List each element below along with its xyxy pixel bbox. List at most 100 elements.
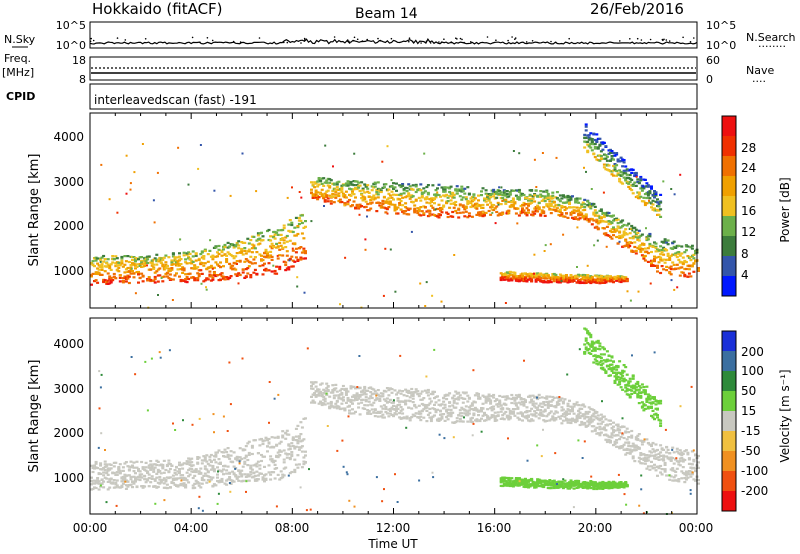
- data-cell: [272, 245, 276, 249]
- data-cell: [385, 412, 389, 415]
- data-cell: [530, 400, 534, 403]
- data-cell: [646, 442, 650, 445]
- data-cell: [188, 458, 192, 461]
- data-cell: [469, 197, 473, 200]
- data-cell: [246, 237, 250, 240]
- data-cell: [536, 408, 540, 412]
- noise-left-tick-top: 10^5: [56, 19, 86, 32]
- data-cell: [466, 411, 470, 414]
- data-cell: [199, 269, 203, 272]
- noise-cell: [670, 188, 673, 190]
- data-cell: [689, 275, 693, 278]
- data-cell: [146, 261, 150, 265]
- data-cell: [587, 136, 591, 139]
- data-cell: [648, 232, 652, 236]
- data-cell: [159, 261, 163, 264]
- data-cell: [467, 193, 471, 196]
- noise-cell: [366, 215, 368, 218]
- data-cell: [599, 431, 603, 434]
- data-cell: [587, 205, 591, 208]
- data-cell: [546, 197, 550, 201]
- data-cell: [428, 397, 432, 400]
- data-cell: [137, 258, 140, 261]
- data-cell: [634, 448, 638, 452]
- data-cell: [612, 431, 615, 434]
- data-cell: [131, 270, 134, 273]
- data-cell: [525, 406, 529, 409]
- data-cell: [422, 403, 426, 407]
- data-cell: [524, 211, 527, 214]
- data-cell: [332, 389, 336, 392]
- data-cell: [489, 201, 493, 204]
- data-cell: [486, 416, 490, 419]
- data-cell: [255, 272, 259, 275]
- data-cell: [436, 207, 439, 211]
- data-cell: [199, 486, 203, 489]
- data-cell: [663, 463, 667, 466]
- data-cell: [669, 265, 673, 268]
- data-cell: [583, 198, 587, 201]
- data-cell: [437, 183, 441, 186]
- data-cell: [411, 188, 415, 191]
- data-cell: [168, 277, 172, 281]
- data-cell: [634, 249, 638, 252]
- data-cell: [335, 186, 339, 189]
- data-cell: [634, 252, 638, 255]
- data-cell: [93, 467, 96, 470]
- data-cell: [563, 215, 567, 218]
- data-cell: [659, 245, 663, 248]
- data-cell: [580, 420, 584, 424]
- data-cell: [473, 197, 477, 200]
- data-cell: [225, 258, 229, 261]
- data-cell: [619, 181, 623, 184]
- data-cell: [293, 226, 297, 229]
- data-cell: [586, 412, 590, 415]
- data-cell: [214, 461, 218, 464]
- data-cell: [595, 133, 599, 136]
- data-cell: [516, 406, 520, 409]
- data-cell: [637, 446, 641, 449]
- data-cell: [344, 390, 348, 393]
- data-cell: [293, 242, 297, 245]
- noise-cell: [516, 222, 519, 225]
- data-cell: [90, 479, 93, 482]
- data-cell: [677, 258, 681, 261]
- data-cell: [561, 402, 565, 405]
- data-cell: [137, 281, 140, 284]
- data-cell: [102, 260, 106, 263]
- data-cell: [498, 190, 502, 193]
- data-cell: [501, 211, 505, 214]
- data-cell: [615, 217, 619, 220]
- data-cell: [602, 141, 606, 144]
- noise-dot: [348, 40, 350, 43]
- data-cell: [448, 190, 452, 194]
- data-cell: [697, 466, 700, 469]
- data-cell: [253, 262, 257, 265]
- data-cell: [281, 228, 285, 232]
- data-cell: [294, 463, 298, 466]
- data-cell: [216, 476, 219, 479]
- data-cell: [123, 476, 127, 479]
- data-cell: [399, 192, 403, 195]
- data-cell: [511, 275, 515, 278]
- data-cell: [510, 393, 514, 397]
- data-cell: [115, 257, 119, 260]
- data-cell: [598, 144, 602, 147]
- data-cell: [279, 470, 283, 473]
- data-cell: [297, 247, 301, 250]
- data-cell: [612, 421, 615, 424]
- data-cell: [197, 482, 201, 485]
- data-cell: [530, 407, 534, 410]
- data-cell: [504, 198, 508, 201]
- data-cell: [127, 275, 131, 278]
- data-cell: [422, 187, 426, 190]
- data-cell: [217, 264, 221, 267]
- data-cell: [489, 213, 493, 216]
- data-cell: [484, 419, 488, 422]
- data-cell: [607, 234, 611, 237]
- data-cell: [449, 415, 453, 418]
- data-cell: [534, 412, 538, 415]
- data-cell: [586, 151, 590, 154]
- data-cell: [666, 254, 670, 257]
